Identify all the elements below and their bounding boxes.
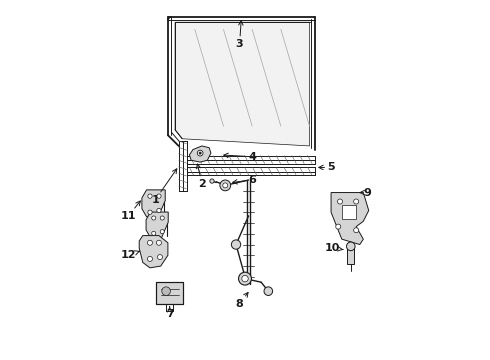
- Text: 11: 11: [121, 201, 140, 221]
- Circle shape: [156, 240, 161, 245]
- Circle shape: [162, 287, 171, 296]
- Text: 10: 10: [325, 243, 343, 253]
- Circle shape: [223, 183, 228, 188]
- Circle shape: [152, 216, 156, 220]
- Circle shape: [197, 150, 203, 156]
- Text: 2: 2: [196, 164, 206, 189]
- Circle shape: [338, 199, 343, 204]
- Bar: [342, 205, 356, 220]
- Circle shape: [220, 180, 231, 191]
- Polygon shape: [139, 235, 168, 268]
- Circle shape: [157, 194, 161, 198]
- Circle shape: [147, 240, 152, 245]
- Circle shape: [242, 275, 248, 282]
- Polygon shape: [175, 22, 310, 146]
- Circle shape: [147, 256, 152, 261]
- Circle shape: [148, 194, 152, 198]
- Circle shape: [336, 224, 341, 229]
- Text: 3: 3: [236, 21, 244, 49]
- Circle shape: [239, 272, 251, 285]
- Circle shape: [157, 208, 161, 213]
- Circle shape: [160, 216, 164, 220]
- Circle shape: [210, 179, 214, 183]
- Text: 8: 8: [236, 292, 248, 309]
- Circle shape: [152, 231, 156, 235]
- Text: 4: 4: [224, 152, 256, 162]
- Circle shape: [354, 228, 359, 233]
- Polygon shape: [190, 146, 211, 162]
- Circle shape: [160, 230, 164, 234]
- Text: 5: 5: [319, 162, 335, 172]
- Circle shape: [346, 242, 355, 251]
- Text: 9: 9: [360, 188, 371, 198]
- Circle shape: [157, 255, 163, 260]
- Polygon shape: [146, 212, 168, 238]
- Text: 1: 1: [151, 169, 177, 205]
- Circle shape: [354, 199, 359, 204]
- Circle shape: [148, 210, 152, 215]
- Circle shape: [264, 287, 272, 296]
- Circle shape: [231, 240, 241, 249]
- Text: 12: 12: [121, 250, 139, 260]
- Text: 6: 6: [233, 175, 256, 185]
- Polygon shape: [331, 193, 368, 244]
- Bar: [156, 282, 183, 304]
- Bar: [156, 282, 183, 304]
- Bar: [347, 248, 354, 264]
- Circle shape: [199, 152, 201, 154]
- Text: 7: 7: [166, 307, 173, 319]
- Polygon shape: [142, 190, 165, 217]
